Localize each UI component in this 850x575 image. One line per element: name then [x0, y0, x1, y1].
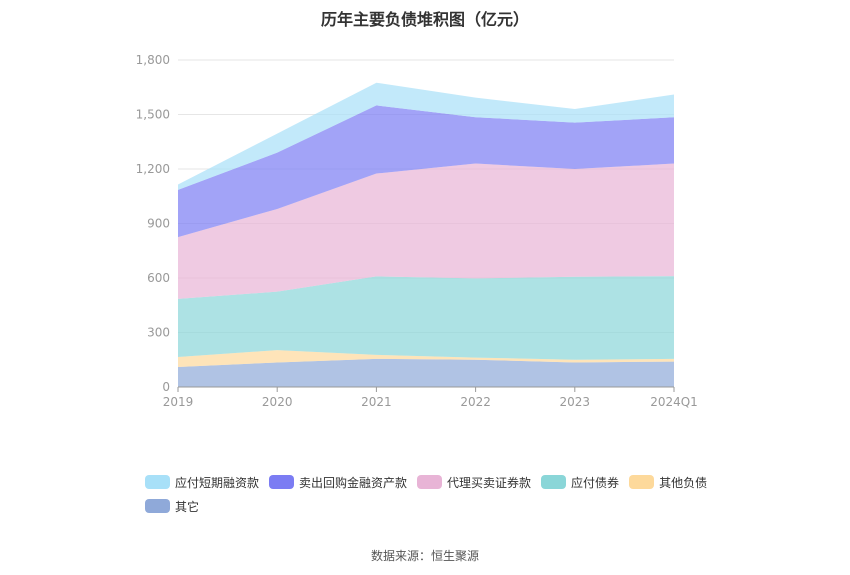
- legend-label: 代理买卖证券款: [447, 475, 532, 490]
- area-series-5: [178, 82, 674, 190]
- area-series-2: [178, 276, 674, 360]
- y-tick-label: 1,200: [136, 162, 170, 176]
- x-tick-label: 2019: [163, 395, 194, 409]
- legend: 应付短期融资款 卖出回购金融资产款 代理买卖证券款 应付债券 其他负债其它: [145, 474, 745, 522]
- legend-label: 其它: [175, 499, 200, 514]
- axes: 0 300 600 900 1,200 1,500 1,800 2019 2020 2021 202…: [136, 53, 698, 409]
- legend-swatch: [417, 475, 443, 489]
- legend-item[interactable]: 卖出回购金融资产款: [269, 474, 407, 490]
- x-tick-label: 2024Q1: [650, 395, 698, 409]
- y-tick-label: 1,800: [136, 53, 170, 67]
- y-tick-label: 0: [162, 380, 170, 394]
- x-tick-label: 2022: [460, 395, 491, 409]
- y-tick-label: 600: [147, 271, 170, 285]
- area-series: [178, 82, 674, 387]
- y-tick-label: 300: [147, 326, 170, 340]
- area-series-1: [178, 350, 674, 368]
- legend-label: 应付短期融资款: [175, 475, 260, 490]
- y-tick-label: 1,500: [136, 108, 170, 122]
- legend-item[interactable]: 应付债券: [541, 474, 619, 490]
- area-series-4: [178, 105, 674, 238]
- stacked-area-chart: 0 300 600 900 1,200 1,500 1,800 2019 2020 2021 202…: [136, 53, 698, 409]
- legend-label: 卖出回购金融资产款: [299, 475, 408, 490]
- legend-label: 其他负债: [659, 475, 708, 490]
- legend-item[interactable]: 其它: [145, 498, 199, 514]
- area-series-3: [178, 163, 674, 299]
- legend-swatch: [269, 475, 295, 489]
- chart-title: 历年主要负债堆积图（亿元）: [320, 10, 529, 29]
- legend-swatch: [145, 475, 170, 489]
- x-tick-label: 2021: [361, 395, 392, 409]
- legend-item[interactable]: 代理买卖证券款: [417, 474, 531, 490]
- legend-item[interactable]: 应付短期融资款: [145, 474, 259, 490]
- legend-label: 应付债券: [571, 475, 620, 490]
- legend-item[interactable]: 其他负债: [629, 474, 707, 490]
- x-tick-label: 2023: [560, 395, 591, 409]
- legend-swatch: [541, 475, 567, 489]
- area-series-0: [178, 358, 674, 387]
- legend-swatch: [145, 499, 170, 513]
- source-note: 数据来源：恒生聚源: [370, 549, 479, 563]
- legend-swatch: [629, 475, 655, 489]
- x-tick-label: 2020: [262, 395, 293, 409]
- y-tick-label: 900: [147, 217, 170, 231]
